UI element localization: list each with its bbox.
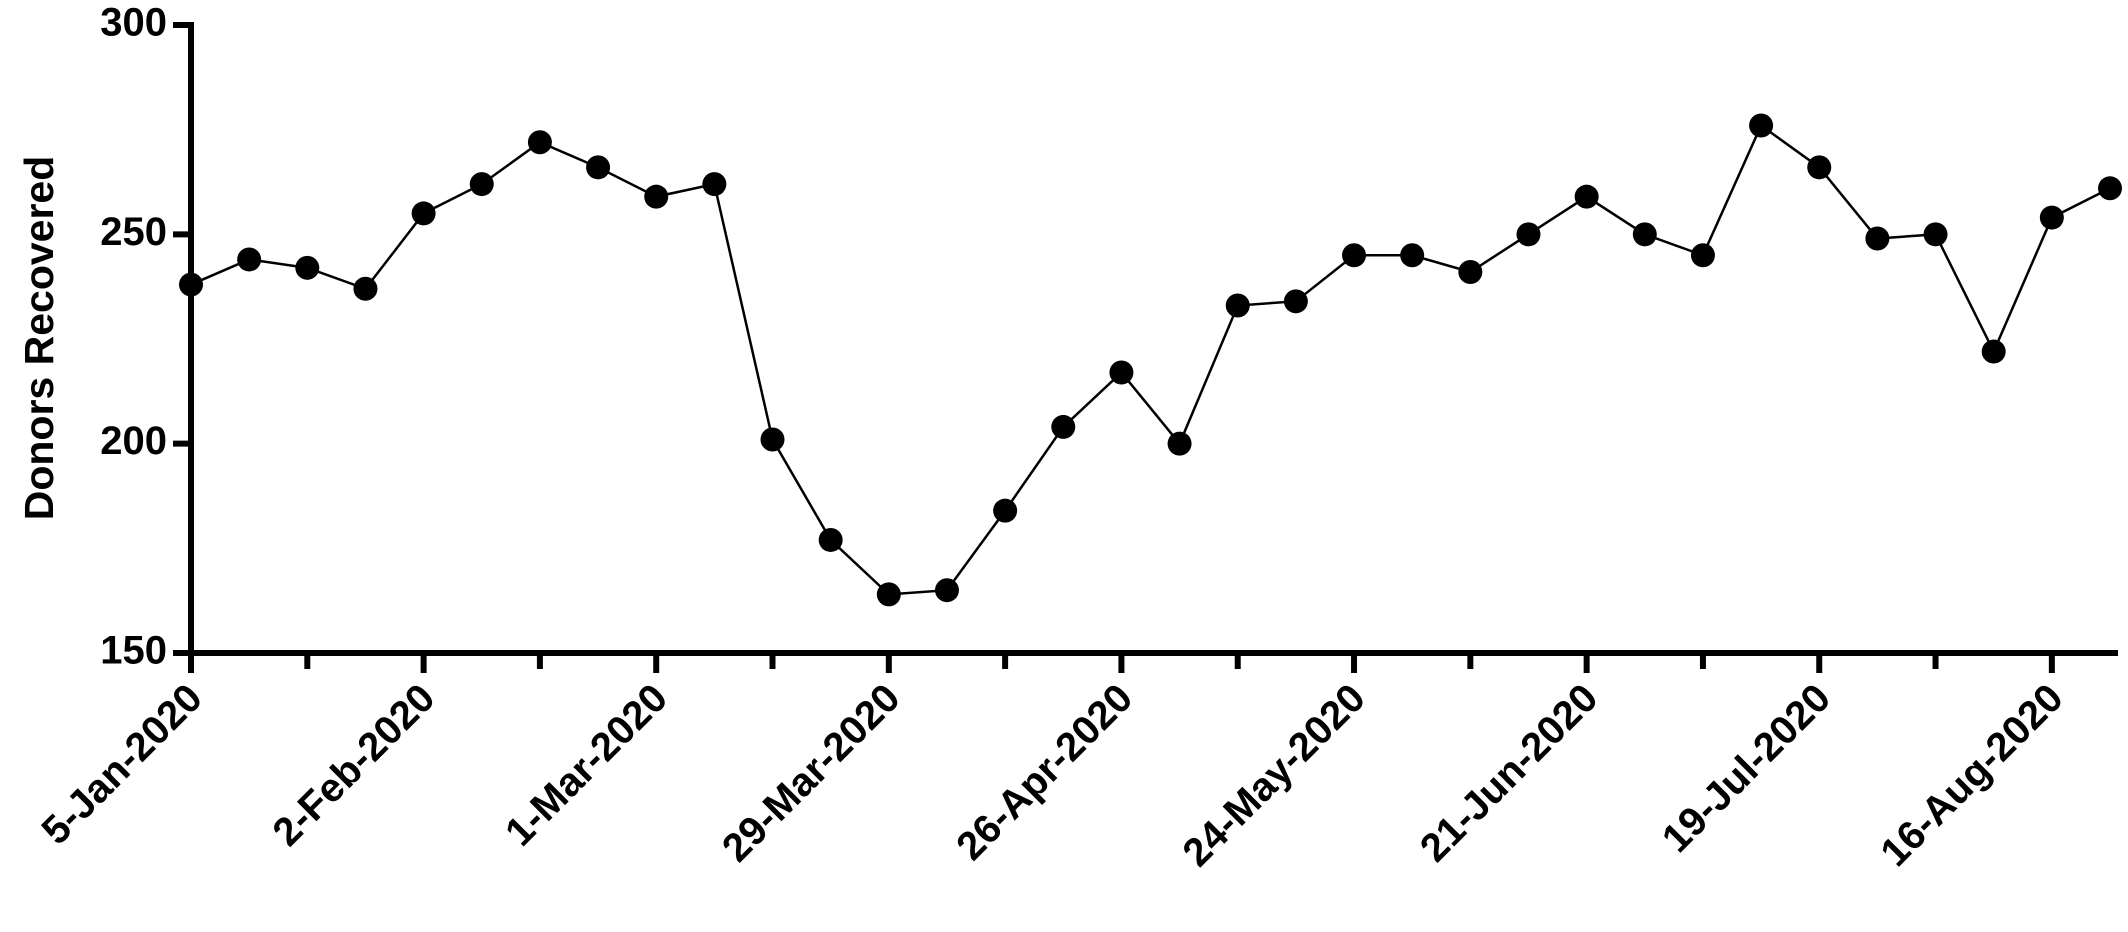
x-tick-label: 26-Apr-2020 [948, 676, 1141, 869]
marker [1051, 414, 1076, 439]
marker [1342, 243, 1367, 268]
marker [1923, 222, 1948, 247]
x-tick-label: 24-May-2020 [1175, 676, 1374, 875]
marker [993, 498, 1018, 523]
marker [1807, 155, 1832, 180]
marker [818, 527, 843, 552]
marker [1167, 431, 1192, 456]
x-tick-label: 19-Jul-2020 [1654, 676, 1839, 861]
y-tick-label: 300 [100, 1, 167, 45]
x-tick-label: 5-Jan-2020 [33, 676, 210, 853]
marker [876, 582, 901, 607]
marker [2098, 176, 2122, 201]
y-tick-label: 200 [100, 419, 167, 463]
y-axis-label: Donors Recovered [16, 156, 62, 521]
marker [586, 155, 611, 180]
y-tick-label: 250 [100, 210, 167, 254]
marker [1749, 113, 1774, 138]
x-tick-label: 16-Aug-2020 [1872, 676, 2071, 875]
marker [934, 578, 959, 603]
x-tick-label: 1-Mar-2020 [497, 676, 676, 855]
marker [527, 130, 552, 155]
x-tick-label: 21-Jun-2020 [1412, 676, 1607, 871]
x-tick-label: 29-Mar-2020 [714, 676, 909, 871]
line [190, 123, 2111, 596]
marker [1574, 184, 1599, 209]
marker [1225, 293, 1250, 318]
marker [644, 184, 669, 209]
marker [1400, 243, 1425, 268]
marker [1690, 243, 1715, 268]
marker [1981, 339, 2006, 364]
marker [1632, 222, 1657, 247]
marker [2039, 205, 2064, 230]
x-tick-label: 2-Feb-2020 [265, 676, 444, 855]
marker [1283, 289, 1308, 314]
marker [1109, 360, 1134, 385]
marker [353, 276, 378, 301]
marker [295, 255, 320, 280]
marker [237, 247, 262, 272]
y-tick-label: 150 [100, 629, 167, 673]
marker [1516, 222, 1541, 247]
marker [1865, 226, 1890, 251]
marker [179, 272, 203, 297]
marker [702, 172, 727, 197]
marker [469, 172, 494, 197]
marker [760, 427, 785, 452]
marker [1458, 260, 1483, 285]
marker [411, 201, 436, 226]
